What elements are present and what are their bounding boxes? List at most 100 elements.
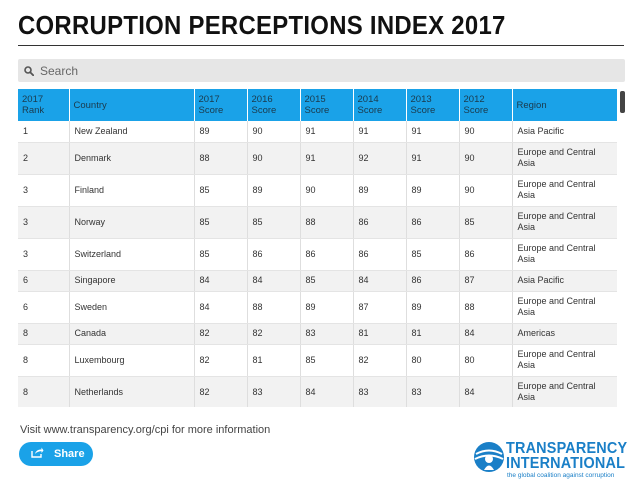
rank-cell: 3	[18, 206, 70, 239]
score-2013-cell: 91	[406, 142, 460, 175]
search-input[interactable]	[40, 63, 625, 78]
score-2014-cell: 86	[353, 206, 407, 239]
column-header-label: Region	[516, 99, 547, 111]
score-2013-cell: 86	[406, 270, 460, 292]
rank-cell: 6	[18, 291, 70, 324]
country-cell: Norway	[69, 206, 195, 239]
score-2016-cell: 82	[247, 323, 301, 345]
column-header-label: 2017	[198, 94, 220, 105]
table-row: 6 Singapore 84 84 85 84 86 87 Asia Pacific	[18, 270, 617, 292]
column-header-label: 2015	[304, 94, 326, 105]
scrollbar-thumb[interactable]	[620, 91, 625, 113]
score-2017-cell: 85	[194, 238, 248, 271]
ti-globe-icon	[474, 442, 504, 472]
table-row: 3 Norway 85 85 88 86 86 85 Europe and Central As…	[18, 206, 617, 239]
score-2014-cell: 87	[353, 291, 407, 324]
column-header[interactable]: 2013 Score	[406, 89, 460, 121]
rank-cell: 6	[18, 270, 70, 292]
column-header-label: Score	[463, 105, 489, 116]
rank-cell: 8	[18, 323, 70, 345]
share-label: Share	[54, 448, 85, 460]
table-row: 6 Sweden 84 88 89 87 89 88 Europe and Central As…	[18, 291, 617, 324]
score-2016-cell: 88	[247, 291, 301, 324]
transparency-international-logo[interactable]: TRANSPARENCY INTERNATIONAL the global co…	[473, 437, 629, 479]
score-2015-cell: 86	[300, 238, 354, 271]
page-title: CORRUPTION PERCEPTIONS INDEX 2017	[18, 10, 506, 40]
column-header[interactable]: Country	[69, 89, 195, 121]
column-header-label: 2016	[251, 94, 273, 105]
score-2017-cell: 85	[194, 206, 248, 239]
score-2013-cell: 83	[406, 376, 460, 407]
column-header[interactable]: 2016 Score	[247, 89, 301, 121]
table-row: 8 Luxembourg 82 81 85 82 80 80 Europe and Centra…	[18, 344, 617, 377]
score-2015-cell: 85	[300, 270, 354, 292]
column-header-label: Score	[304, 105, 330, 116]
region-cell: Europe and Central Asia	[512, 376, 617, 407]
score-2015-cell: 89	[300, 291, 354, 324]
score-2013-cell: 86	[406, 206, 460, 239]
score-2015-cell: 84	[300, 376, 354, 407]
share-button[interactable]: Share	[19, 442, 93, 466]
rank-cell: 8	[18, 344, 70, 377]
region-cell: Europe and Central Asia	[512, 291, 617, 324]
region-cell: Europe and Central Asia	[512, 206, 617, 239]
score-2015-cell: 83	[300, 323, 354, 345]
table-row: 1 New Zealand 89 90 91 91 91 90 Asia Pacific	[18, 121, 617, 143]
score-2014-cell: 84	[353, 270, 407, 292]
score-2016-cell: 86	[247, 238, 301, 271]
column-header[interactable]: 2012 Score	[459, 89, 513, 121]
score-2012-cell: 84	[459, 376, 513, 407]
score-2012-cell: 88	[459, 291, 513, 324]
cpi-table: 2017 Rank Country 2017 Score 2016 Score 2015 Sco…	[18, 89, 617, 407]
column-header[interactable]: 2015 Score	[300, 89, 354, 121]
column-header-label: Score	[357, 105, 383, 116]
table-scrollbar[interactable]	[619, 89, 626, 407]
logo-line-2: INTERNATIONAL	[506, 455, 626, 472]
score-2012-cell: 90	[459, 121, 513, 143]
rank-cell: 3	[18, 174, 70, 207]
score-2012-cell: 84	[459, 323, 513, 345]
score-2016-cell: 90	[247, 121, 301, 143]
score-2014-cell: 83	[353, 376, 407, 407]
score-2017-cell: 84	[194, 270, 248, 292]
table-row: 3 Finland 85 89 90 89 89 90 Europe and Central A…	[18, 174, 617, 207]
score-2017-cell: 82	[194, 344, 248, 377]
score-2017-cell: 88	[194, 142, 248, 175]
country-cell: New Zealand	[69, 121, 195, 143]
score-2015-cell: 90	[300, 174, 354, 207]
column-header-label: Rank	[22, 105, 45, 116]
rank-cell: 8	[18, 376, 70, 407]
score-2013-cell: 80	[406, 344, 460, 377]
title-divider	[18, 45, 624, 46]
country-cell: Switzerland	[69, 238, 195, 271]
table-row: 2 Denmark 88 90 91 92 91 90 Europe and Central A…	[18, 142, 617, 175]
score-2017-cell: 84	[194, 291, 248, 324]
score-2013-cell: 91	[406, 121, 460, 143]
score-2012-cell: 90	[459, 174, 513, 207]
column-header[interactable]: 2017 Score	[194, 89, 248, 121]
search-bar[interactable]	[18, 59, 625, 82]
region-cell: Europe and Central Asia	[512, 142, 617, 175]
score-2015-cell: 91	[300, 142, 354, 175]
logo-line-1: TRANSPARENCY	[506, 440, 628, 457]
country-cell: Singapore	[69, 270, 195, 292]
score-2017-cell: 82	[194, 323, 248, 345]
region-cell: Europe and Central Asia	[512, 344, 617, 377]
more-info-text: Visit www.transparency.org/cpi for more …	[20, 424, 271, 436]
score-2017-cell: 89	[194, 121, 248, 143]
score-2016-cell: 90	[247, 142, 301, 175]
column-header-label: 2014	[357, 94, 379, 105]
share-icon	[31, 447, 44, 461]
country-cell: Denmark	[69, 142, 195, 175]
score-2014-cell: 92	[353, 142, 407, 175]
column-header[interactable]: Region	[512, 89, 617, 121]
column-header[interactable]: 2014 Score	[353, 89, 407, 121]
column-header[interactable]: 2017 Rank	[18, 89, 70, 121]
column-header-label: Score	[251, 105, 277, 116]
table-header-row: 2017 Rank Country 2017 Score 2016 Score 2015 Sco…	[18, 89, 617, 121]
score-2014-cell: 81	[353, 323, 407, 345]
rank-cell: 2	[18, 142, 70, 175]
score-2016-cell: 84	[247, 270, 301, 292]
table-row: 3 Switzerland 85 86 86 86 85 86 Europe and Centr…	[18, 238, 617, 271]
rank-cell: 1	[18, 121, 70, 143]
